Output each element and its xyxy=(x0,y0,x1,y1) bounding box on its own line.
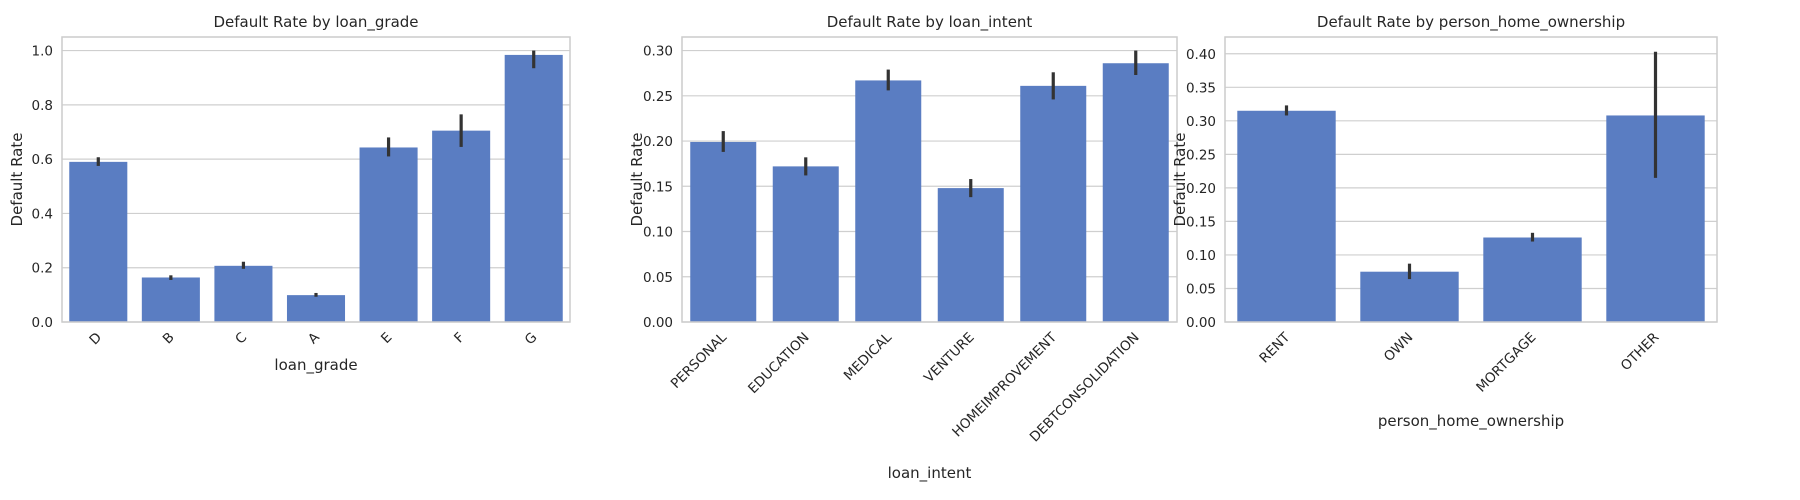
x-tick-label: OWN xyxy=(1381,330,1416,365)
chart-title: Default Rate by loan_intent xyxy=(827,13,1033,32)
y-tick-label: 0.25 xyxy=(1186,147,1216,163)
x-tick-label: PERSONAL xyxy=(668,329,731,392)
x-tick-label: MEDICAL xyxy=(841,329,896,384)
x-tick-label: B xyxy=(160,330,178,348)
plot-frame xyxy=(61,36,571,323)
x-tick-label: OTHER xyxy=(1618,330,1663,375)
bar-education xyxy=(772,166,839,322)
plot-frame xyxy=(681,36,1178,323)
y-tick-label: 0.0 xyxy=(32,315,53,331)
x-axis-label: loan_intent xyxy=(888,464,972,483)
bar-rent xyxy=(1237,110,1336,322)
bar-g xyxy=(504,54,563,323)
y-tick-label: 0.6 xyxy=(32,152,53,168)
y-tick-label: 0.8 xyxy=(32,98,53,114)
x-axis-label: loan_grade xyxy=(274,356,357,375)
chart-title: Default Rate by person_home_ownership xyxy=(1317,13,1625,32)
y-tick-label: 0.15 xyxy=(643,179,673,195)
y-axis-label: Default Rate xyxy=(628,133,646,227)
y-axis-label: Default Rate xyxy=(1171,133,1189,227)
bar-f xyxy=(432,130,491,322)
chart-panel-3: 0.00 0.05 0.10 0.15 0.20 0.25 0.30 0.35 0.40 RENT… xyxy=(1171,13,1718,431)
x-axis-label: person_home_ownership xyxy=(1378,412,1564,431)
x-tick-label: VENTURE xyxy=(921,330,978,387)
plot-frame xyxy=(1224,36,1718,323)
y-tick-label: 0.35 xyxy=(1186,80,1216,96)
bar-mortgage xyxy=(1483,237,1582,322)
y-tick-label: 0.10 xyxy=(1186,248,1216,264)
y-axis-label: Default Rate xyxy=(8,133,26,227)
bar-debtconsolidation xyxy=(1102,63,1169,322)
y-tick-label: 0.30 xyxy=(643,44,673,60)
x-tick-label: C xyxy=(232,330,250,348)
y-tick-label: 0.40 xyxy=(1186,47,1216,63)
x-tick-label: D xyxy=(86,330,105,349)
bar-a xyxy=(286,295,346,322)
x-tick-label: A xyxy=(305,329,323,347)
chart-panel-1: 0.0 0.2 0.4 0.6 0.8 1.0 D B C A E F G Default Rate by… xyxy=(8,13,571,375)
y-tick-label: 0.4 xyxy=(32,206,53,222)
bar-c xyxy=(214,265,273,322)
y-tick-label: 0.20 xyxy=(1186,181,1216,197)
y-tick-label: 0.00 xyxy=(1186,315,1216,331)
bar-d xyxy=(69,161,128,322)
y-tick-label: 0.15 xyxy=(1186,214,1216,230)
bar-venture xyxy=(937,188,1004,322)
chart-panel-2: 0.00 0.05 0.10 0.15 0.20 0.25 0.30 PERSONAL EDUC… xyxy=(628,13,1178,483)
x-tick-label: E xyxy=(378,330,395,347)
bar-e xyxy=(359,147,418,322)
bar-homeimprovement xyxy=(1020,85,1087,322)
chart-title: Default Rate by loan_grade xyxy=(213,13,418,32)
x-tick-label: RENT xyxy=(1256,329,1293,366)
x-tick-label: MORTGAGE xyxy=(1473,330,1539,396)
y-tick-label: 0.10 xyxy=(643,225,673,241)
x-tick-label: G xyxy=(522,330,541,349)
y-tick-label: 0.2 xyxy=(32,261,53,277)
y-tick-label: 0.20 xyxy=(643,134,673,150)
x-tick-label: F xyxy=(451,330,468,347)
bar-own xyxy=(1360,271,1459,322)
x-tick-label: EDUCATION xyxy=(745,330,812,397)
bar-b xyxy=(141,277,200,322)
y-tick-label: 0.05 xyxy=(1186,281,1216,297)
y-tick-label: 0.05 xyxy=(643,270,673,286)
y-tick-label: 1.0 xyxy=(32,44,53,60)
y-tick-label: 0.00 xyxy=(643,315,673,331)
y-tick-label: 0.30 xyxy=(1186,114,1216,130)
y-tick-label: 0.25 xyxy=(643,89,673,105)
bar-personal xyxy=(690,141,757,322)
bar-medical xyxy=(855,80,922,322)
